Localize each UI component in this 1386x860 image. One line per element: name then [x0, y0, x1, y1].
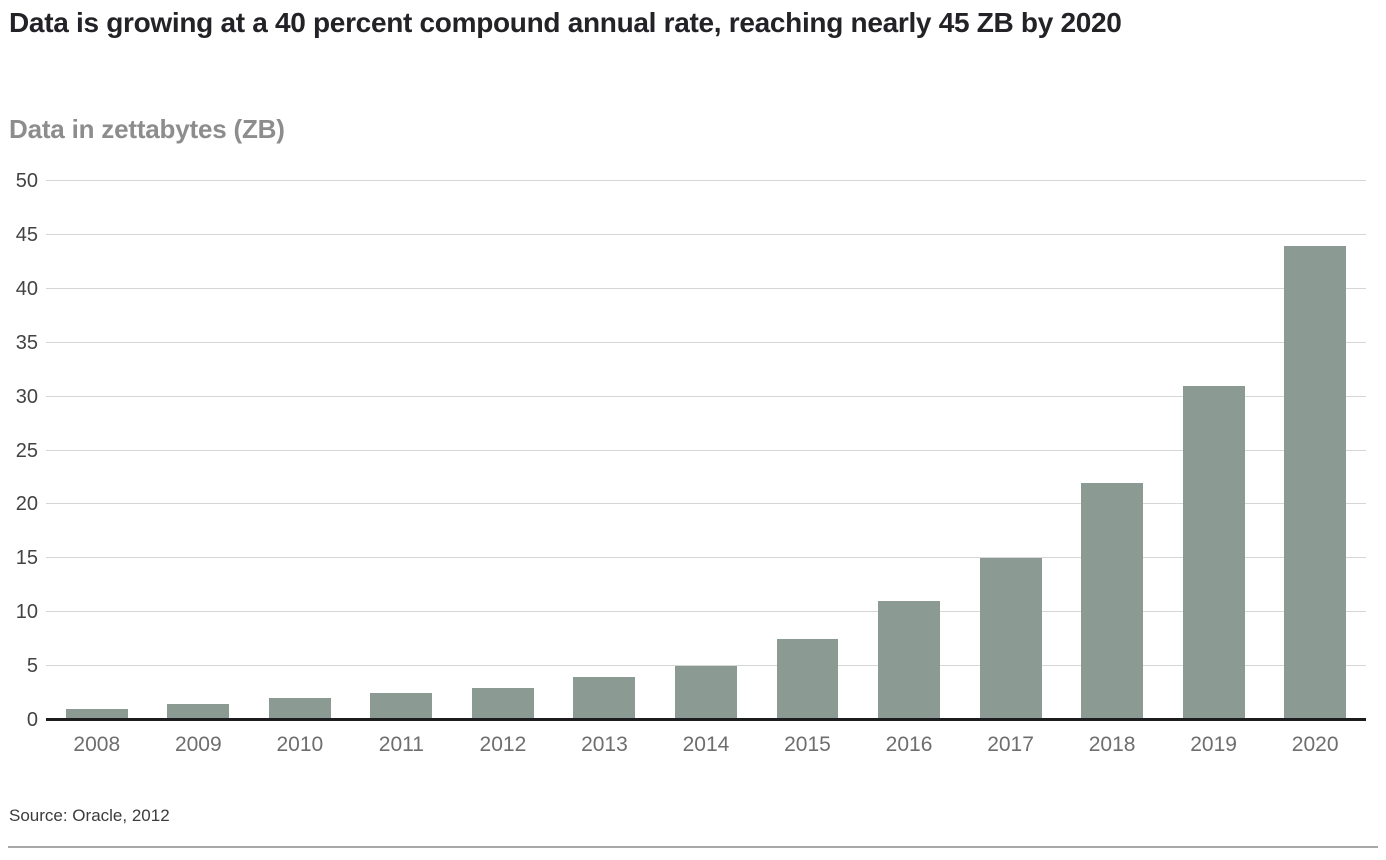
bar	[776, 639, 839, 720]
x-tick-label: 2017	[987, 733, 1034, 756]
x-tick-label: 2008	[73, 733, 121, 756]
bar-slot	[46, 181, 148, 720]
bar-slot	[757, 181, 859, 720]
bar	[573, 676, 636, 720]
bar	[1081, 482, 1144, 720]
y-tick-label: 45	[15, 223, 38, 246]
bar-slot	[858, 181, 960, 720]
bar	[268, 698, 331, 720]
gridline	[46, 395, 1366, 397]
y-tick-label: 5	[26, 655, 38, 678]
gridline	[46, 557, 1366, 559]
bar	[370, 693, 433, 720]
bar	[1182, 385, 1245, 720]
bar-slot	[554, 181, 656, 720]
y-axis-tick-labels: 0 5 10 15 20 25 30 35 40 45 50	[0, 171, 38, 730]
y-tick-label: 15	[15, 547, 38, 570]
y-tick-label: 35	[15, 331, 38, 354]
bar	[979, 558, 1042, 720]
x-tick-label: 2012	[479, 733, 527, 756]
plot-area	[46, 180, 1366, 721]
bar	[471, 687, 534, 720]
y-tick-label: 30	[15, 385, 38, 408]
y-tick-label: 50	[15, 170, 38, 192]
x-tick-label: 2014	[682, 733, 730, 756]
bar	[167, 703, 230, 720]
gridline	[46, 180, 1366, 181]
x-axis-line	[46, 718, 1366, 721]
x-tick-label: 2013	[581, 733, 628, 756]
bar	[65, 709, 128, 720]
bar-slot	[960, 181, 1062, 720]
bar-slot	[452, 181, 554, 720]
y-axis-title: Data in zettabytes (ZB)	[9, 114, 285, 144]
x-tick-label: 2018	[1088, 733, 1136, 756]
bar	[878, 601, 940, 720]
bar-slot	[148, 181, 250, 720]
x-tick-label: 2020	[1291, 733, 1339, 756]
gridline	[46, 665, 1366, 667]
gridline	[46, 611, 1366, 613]
bar-slot	[1061, 181, 1163, 720]
y-tick-label: 40	[15, 277, 38, 300]
bottom-rule	[8, 846, 1378, 848]
bar-slot	[1264, 181, 1366, 720]
y-tick-label: 20	[15, 493, 38, 516]
x-tick-label: 2009	[174, 733, 222, 756]
gridline	[46, 341, 1366, 343]
x-tick-label: 2015	[784, 733, 831, 756]
gridline	[46, 503, 1366, 505]
y-tick-label: 0	[26, 709, 38, 731]
x-axis-tick-labels: 2008 2009 2010 2011 2012 2013 2014 2015 2016 2017…	[46, 733, 1366, 757]
x-tick-label: 2019	[1190, 733, 1237, 756]
bar	[674, 666, 737, 720]
bar-slot	[655, 181, 757, 720]
gridline	[46, 287, 1366, 289]
source-note: Source: Oracle, 2012	[9, 806, 170, 825]
x-tick-label: 2016	[885, 733, 933, 756]
x-tick-label: 2010	[276, 733, 324, 756]
bar-slot	[249, 181, 351, 720]
bar-slot	[1163, 181, 1265, 720]
x-tick-label: 2011	[378, 733, 424, 756]
chart-title: Data is growing at a 40 percent compound…	[9, 7, 1122, 38]
y-tick-label: 10	[15, 601, 38, 624]
gridline	[46, 233, 1366, 235]
bar-series	[46, 181, 1366, 720]
bar	[1284, 245, 1347, 720]
bar-slot	[351, 181, 453, 720]
y-tick-label: 25	[15, 439, 38, 462]
gridline	[46, 449, 1366, 451]
